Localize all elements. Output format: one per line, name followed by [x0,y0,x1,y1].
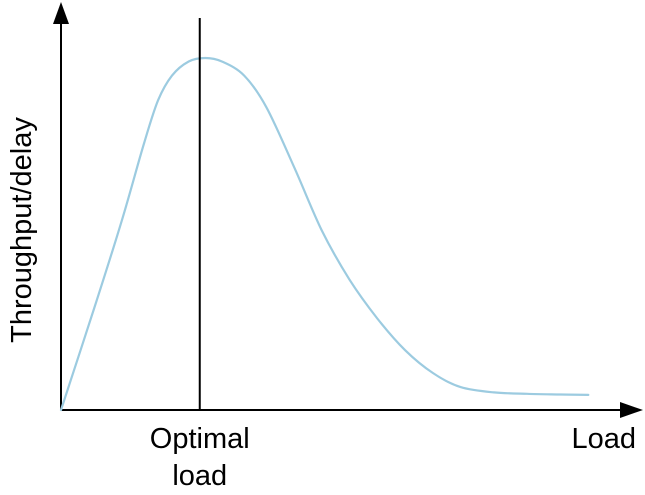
optimal-load-label-line2: load [172,460,227,492]
x-axis-label: Load [571,423,636,455]
x-axis-arrowhead [620,402,643,418]
y-axis-label: Throughput/delay [6,117,38,343]
throughput-curve [59,56,590,412]
y-axis-arrowhead [53,2,69,24]
optimal-load-label-line1: Optimal [150,423,250,455]
axes [53,2,643,418]
